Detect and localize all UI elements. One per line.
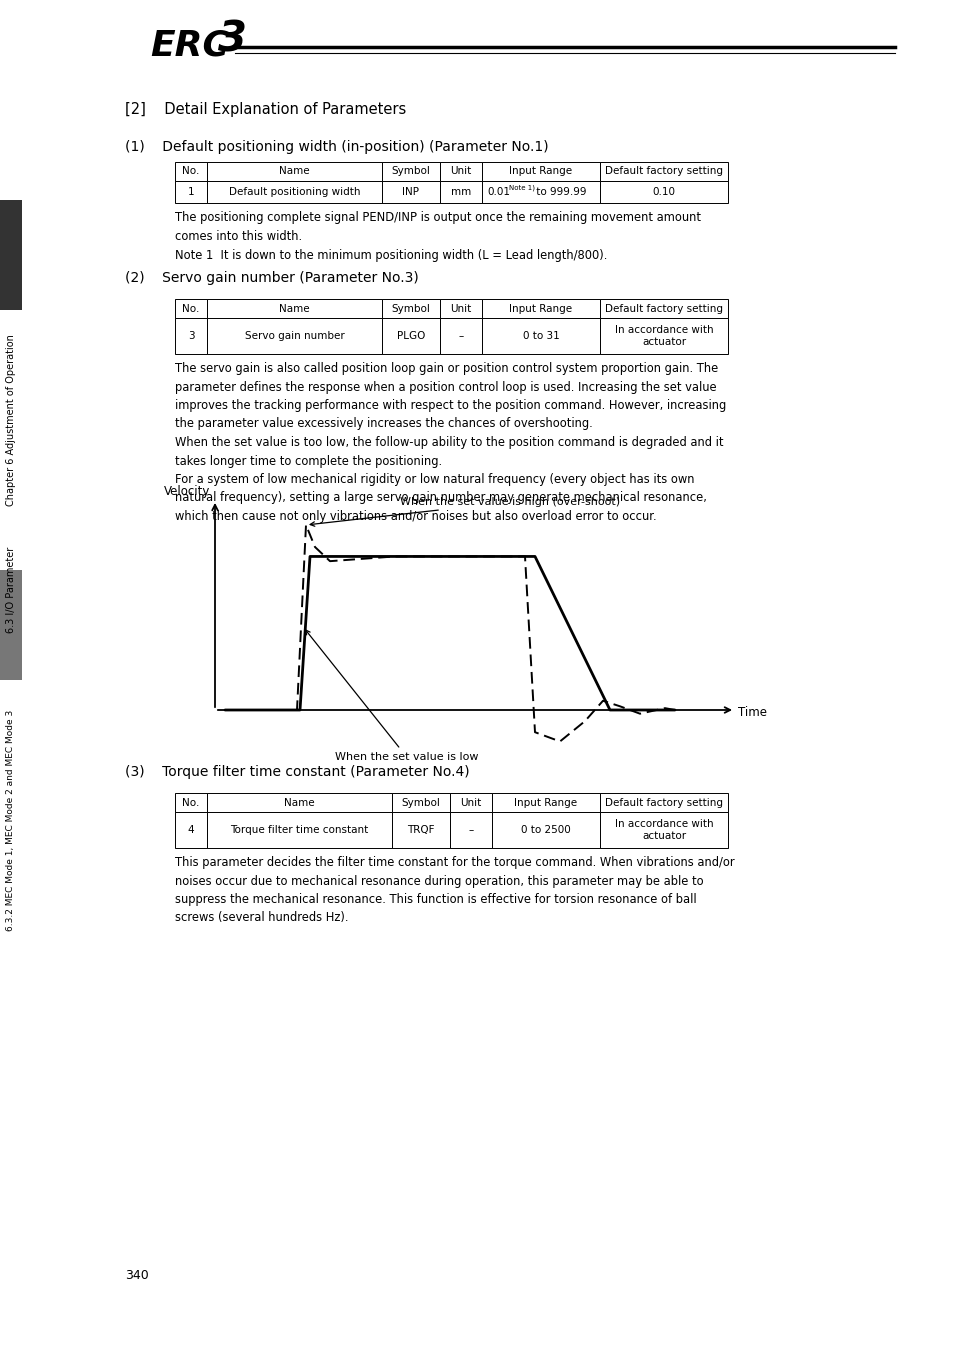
Text: Default factory setting: Default factory setting — [604, 798, 722, 807]
Text: Servo gain number: Servo gain number — [244, 331, 344, 342]
Bar — [381, 181, 439, 202]
Bar — [207, 162, 381, 181]
Text: mm: mm — [451, 188, 471, 197]
Bar — [481, 319, 599, 354]
Text: Symbol: Symbol — [391, 166, 430, 177]
Bar — [599, 162, 727, 181]
Bar — [174, 181, 207, 202]
Text: When the set value is high (over-shoot): When the set value is high (over-shoot) — [310, 497, 619, 526]
Bar — [381, 319, 439, 354]
Bar — [207, 298, 381, 319]
Text: Chapter 6 Adjustment of Operation: Chapter 6 Adjustment of Operation — [6, 333, 16, 506]
Bar — [599, 792, 727, 811]
Bar — [174, 319, 207, 354]
Text: No.: No. — [182, 798, 199, 807]
Text: (1)    Default positioning width (in-position) (Parameter No.1): (1) Default positioning width (in-positi… — [125, 140, 548, 154]
Text: 6.3 I/O Parameter: 6.3 I/O Parameter — [6, 547, 16, 633]
Text: 340: 340 — [125, 1269, 149, 1282]
Text: Default positioning width: Default positioning width — [229, 188, 360, 197]
Text: Input Range: Input Range — [514, 798, 577, 807]
Bar — [174, 811, 207, 848]
Text: No.: No. — [182, 304, 199, 313]
Bar — [450, 792, 492, 811]
Text: Name: Name — [284, 798, 314, 807]
Text: Unit: Unit — [450, 166, 471, 177]
Text: [2]    Detail Explanation of Parameters: [2] Detail Explanation of Parameters — [125, 103, 406, 117]
Text: In accordance with
actuator: In accordance with actuator — [614, 325, 713, 347]
Text: (3)    Torque filter time constant (Parameter No.4): (3) Torque filter time constant (Paramet… — [125, 765, 469, 779]
Text: When the set value is low: When the set value is low — [305, 630, 478, 761]
Bar — [492, 792, 599, 811]
Bar — [207, 792, 392, 811]
Text: Symbol: Symbol — [401, 798, 440, 807]
Bar — [174, 792, 207, 811]
Bar — [599, 811, 727, 848]
Text: 4: 4 — [188, 825, 194, 836]
Text: –: – — [457, 331, 463, 342]
Bar — [381, 298, 439, 319]
Text: Symbol: Symbol — [391, 304, 430, 313]
Text: PLGO: PLGO — [396, 331, 425, 342]
Text: Unit: Unit — [460, 798, 481, 807]
Bar — [439, 298, 481, 319]
Text: (2)    Servo gain number (Parameter No.3): (2) Servo gain number (Parameter No.3) — [125, 271, 418, 285]
Text: The servo gain is also called position loop gain or position control system prop: The servo gain is also called position l… — [174, 362, 725, 522]
Text: Torque filter time constant: Torque filter time constant — [230, 825, 368, 836]
Bar — [599, 298, 727, 319]
Bar — [492, 811, 599, 848]
Text: Default factory setting: Default factory setting — [604, 304, 722, 313]
Text: 3: 3 — [188, 331, 194, 342]
Text: 3: 3 — [218, 19, 247, 61]
Text: 1: 1 — [188, 188, 194, 197]
Text: INP: INP — [402, 188, 419, 197]
Text: Name: Name — [279, 166, 310, 177]
Bar — [207, 319, 381, 354]
Bar — [481, 162, 599, 181]
Bar — [439, 162, 481, 181]
Bar — [439, 319, 481, 354]
Bar — [381, 162, 439, 181]
Text: No.: No. — [182, 166, 199, 177]
Bar — [0, 570, 22, 680]
Text: ERC: ERC — [150, 28, 229, 62]
Text: In accordance with
actuator: In accordance with actuator — [614, 819, 713, 841]
Bar — [207, 181, 381, 202]
Bar — [392, 792, 450, 811]
Text: The positioning complete signal PEND/INP is output once the remaining movement a: The positioning complete signal PEND/INP… — [174, 211, 700, 243]
Text: Velocity: Velocity — [164, 485, 210, 498]
Text: TRQF: TRQF — [407, 825, 435, 836]
Bar — [439, 181, 481, 202]
Bar — [392, 811, 450, 848]
Text: Unit: Unit — [450, 304, 471, 313]
Text: Input Range: Input Range — [509, 304, 572, 313]
Bar — [207, 811, 392, 848]
Text: Input Range: Input Range — [509, 166, 572, 177]
Text: 0 to 2500: 0 to 2500 — [520, 825, 570, 836]
Text: 0.01: 0.01 — [486, 188, 510, 197]
Bar — [599, 181, 727, 202]
Text: 0.10: 0.10 — [652, 188, 675, 197]
Text: Name: Name — [279, 304, 310, 313]
Text: Time: Time — [738, 706, 766, 718]
Text: to 999.99: to 999.99 — [533, 188, 586, 197]
Bar — [0, 200, 22, 310]
Bar — [481, 181, 599, 202]
Text: Default factory setting: Default factory setting — [604, 166, 722, 177]
Text: This parameter decides the filter time constant for the torque command. When vib: This parameter decides the filter time c… — [174, 856, 734, 925]
Bar — [450, 811, 492, 848]
Text: –: – — [468, 825, 473, 836]
Bar — [481, 298, 599, 319]
Text: Note 1  It is down to the minimum positioning width (L = Lead length/800).: Note 1 It is down to the minimum positio… — [174, 248, 607, 262]
Text: 6.3.2 MEC Mode 1, MEC Mode 2 and MEC Mode 3: 6.3.2 MEC Mode 1, MEC Mode 2 and MEC Mod… — [7, 709, 15, 930]
Text: 0 to 31: 0 to 31 — [522, 331, 558, 342]
Text: Note 1): Note 1) — [509, 185, 535, 192]
Bar — [174, 298, 207, 319]
Bar — [174, 162, 207, 181]
Bar — [599, 319, 727, 354]
